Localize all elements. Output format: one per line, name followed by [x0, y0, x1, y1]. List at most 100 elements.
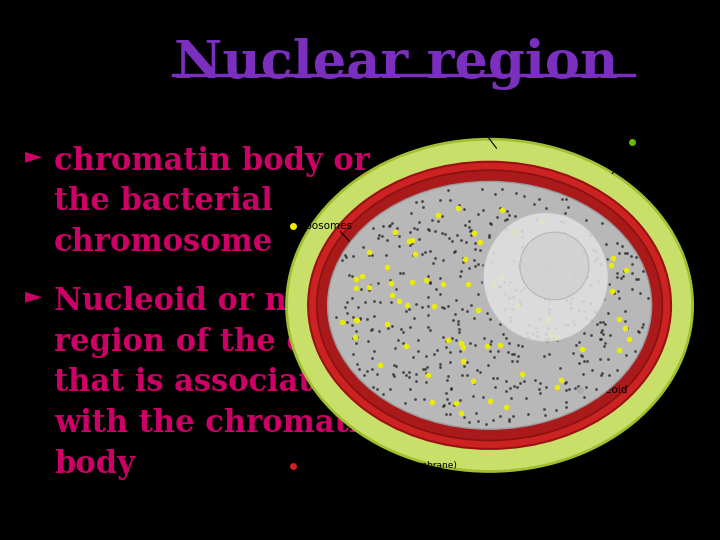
Point: [500, 333, 512, 342]
Point: [613, 293, 625, 302]
Point: [428, 349, 440, 358]
Point: [455, 235, 467, 244]
Point: [482, 309, 493, 318]
Point: [521, 328, 532, 337]
Text: chromatin body or
the bacterial
chromosome: chromatin body or the bacterial chromoso…: [54, 146, 370, 258]
Point: [427, 258, 438, 267]
Point: [400, 342, 411, 351]
Point: [440, 409, 451, 418]
Point: [549, 324, 561, 333]
Point: [371, 385, 382, 394]
Point: [487, 279, 499, 287]
Point: [410, 370, 422, 379]
Point: [405, 323, 416, 332]
Point: [440, 342, 451, 351]
Point: [514, 297, 526, 306]
Point: [603, 280, 614, 288]
Point: [547, 242, 559, 251]
Point: [420, 369, 432, 377]
Point: [461, 307, 472, 315]
Point: [597, 329, 608, 338]
Point: [549, 266, 560, 275]
Point: [434, 363, 446, 372]
Point: [480, 420, 492, 429]
Point: [553, 293, 564, 301]
Point: [458, 413, 469, 421]
Point: [637, 267, 649, 276]
Point: [408, 251, 419, 260]
Point: [432, 217, 444, 225]
Point: [520, 394, 531, 403]
Point: [459, 254, 471, 263]
Point: [542, 335, 554, 343]
Point: [599, 320, 611, 328]
Point: [424, 278, 436, 286]
Point: [469, 313, 480, 322]
Point: [369, 297, 380, 306]
Point: [577, 370, 589, 379]
Point: [437, 401, 449, 410]
Point: [592, 276, 603, 285]
Point: [477, 392, 488, 401]
Point: [366, 324, 378, 333]
Point: [518, 278, 529, 286]
Point: [511, 383, 523, 391]
Point: [361, 367, 373, 375]
Point: [643, 294, 654, 303]
Point: [576, 345, 588, 354]
Point: [564, 272, 575, 281]
Ellipse shape: [287, 139, 693, 471]
Point: [539, 411, 551, 420]
Point: [533, 241, 544, 250]
Point: [453, 328, 464, 336]
Point: [415, 197, 427, 205]
Point: [459, 361, 470, 370]
Point: [636, 323, 647, 332]
Point: [611, 273, 623, 281]
Point: [505, 278, 516, 286]
Point: [356, 272, 368, 280]
Point: [498, 278, 510, 286]
Point: [346, 321, 358, 329]
Point: [476, 278, 487, 286]
Point: [426, 397, 438, 406]
Text: Nucleoid: Nucleoid: [582, 385, 628, 395]
Point: [404, 240, 415, 249]
Point: [354, 315, 366, 324]
Point: [397, 268, 408, 277]
Text: ►: ►: [25, 146, 42, 166]
Point: [598, 342, 610, 350]
Point: [404, 228, 415, 237]
Point: [377, 390, 388, 399]
Point: [456, 339, 467, 347]
Point: [508, 227, 519, 235]
Point: [617, 272, 629, 280]
Point: [618, 267, 630, 275]
Point: [603, 371, 615, 380]
Point: [450, 310, 462, 319]
Point: [359, 371, 370, 380]
Point: [461, 358, 472, 367]
Point: [575, 350, 587, 359]
Point: [545, 292, 557, 301]
Point: [545, 313, 557, 321]
Point: [442, 372, 454, 380]
Point: [573, 359, 585, 367]
Point: [620, 266, 631, 274]
Point: [424, 326, 436, 334]
Point: [629, 347, 641, 356]
Point: [606, 287, 618, 295]
Point: [621, 351, 632, 360]
Point: [527, 270, 539, 279]
Point: [452, 317, 464, 326]
Point: [406, 239, 418, 247]
Point: [608, 289, 619, 298]
Point: [470, 409, 482, 417]
Point: [336, 317, 348, 326]
Point: [404, 305, 415, 314]
Point: [425, 246, 436, 255]
Point: [590, 385, 601, 394]
Point: [540, 383, 552, 391]
Point: [469, 239, 481, 247]
Point: [429, 227, 441, 235]
